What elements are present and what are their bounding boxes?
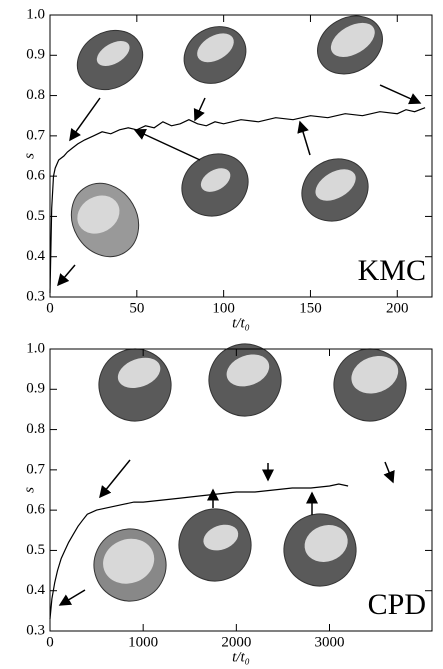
x-axis-label: t/t₀ [232, 649, 250, 665]
data-line [49, 483, 349, 619]
annotation: CPD [368, 588, 426, 621]
y-tick-label: 0.7 [26, 461, 45, 477]
y-tick-label: 0.3 [26, 622, 45, 638]
x-tick-label: 0 [46, 634, 54, 650]
annotation: KMC [358, 254, 426, 287]
y-tick-label: 1.0 [26, 340, 45, 356]
y-tick-label: 0.9 [26, 47, 45, 63]
y-tick-label: 0.5 [26, 542, 45, 558]
y-tick-label: 0.4 [26, 248, 45, 264]
y-axis-label: s [21, 153, 37, 159]
y-tick-label: 0.9 [26, 381, 45, 397]
x-tick-label: 150 [299, 300, 322, 316]
x-axis-label: t/t₀ [232, 315, 250, 331]
particle-images [70, 15, 407, 602]
x-tick-label: 3000 [315, 634, 345, 650]
y-tick-label: 0.6 [26, 168, 45, 184]
y-tick-label: 0.8 [26, 421, 45, 437]
x-tick-label: 0 [46, 300, 54, 316]
y-tick-label: 1.0 [26, 6, 45, 22]
x-tick-label: 2000 [221, 634, 251, 650]
arrows [57, 84, 422, 606]
x-tick-label: 100 [212, 300, 235, 316]
x-tick-label: 1000 [128, 634, 158, 650]
y-tick-label: 0.6 [26, 502, 45, 518]
y-tick-label: 0.8 [26, 87, 45, 103]
data-line [49, 107, 426, 294]
y-tick-label: 0.5 [26, 208, 45, 224]
y-tick-label: 0.3 [26, 288, 45, 304]
x-tick-label: 200 [386, 300, 409, 316]
plot-frame [49, 14, 433, 298]
y-tick-label: 0.4 [26, 582, 45, 598]
y-axis-label: s [21, 487, 37, 493]
x-tick-label: 50 [129, 300, 144, 316]
plot-frame [49, 348, 433, 632]
y-tick-label: 0.7 [26, 127, 45, 143]
